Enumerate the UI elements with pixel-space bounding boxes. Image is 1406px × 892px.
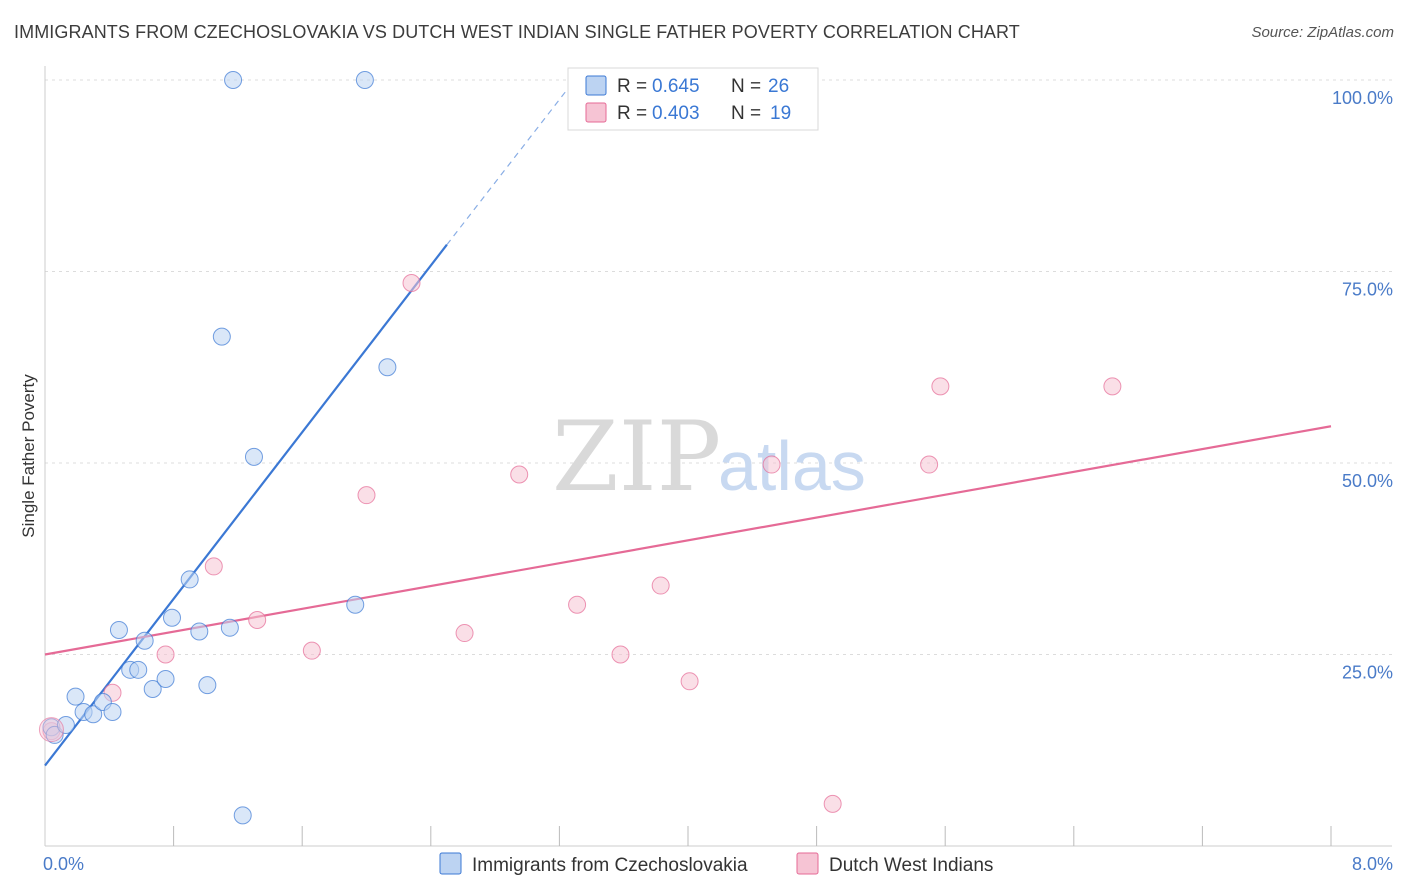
stats-r-label-2: R =	[617, 103, 647, 124]
watermark-atlas: atlas	[718, 427, 866, 505]
y-tick-label: 100.0%	[1332, 88, 1393, 108]
point-dutch-west-indians	[455, 624, 474, 643]
y-tick-label: 50.0%	[1342, 471, 1393, 491]
y-tick-label: 25.0%	[1342, 663, 1393, 683]
point-dutch-west-indians	[611, 645, 630, 664]
chart-title: IMMIGRANTS FROM CZECHOSLOVAKIA VS DUTCH …	[14, 22, 1020, 42]
point-dutch-west-indians	[568, 595, 587, 614]
y-tick-label: 75.0%	[1342, 280, 1393, 300]
x-tick-label: 0.0%	[43, 854, 84, 874]
stats-n-label-2: N =	[731, 103, 761, 124]
point-dutch-west-indians	[762, 455, 781, 474]
point-czechoslovakia	[180, 570, 199, 589]
point-czechoslovakia	[109, 620, 128, 639]
point-czechoslovakia	[66, 687, 85, 706]
series-legend-label-1: Immigrants from Czechoslovakia	[472, 855, 748, 876]
stats-r-value-1: 0.645	[652, 76, 700, 97]
point-czechoslovakia	[198, 676, 217, 695]
stats-r-label-1: R =	[617, 76, 647, 97]
point-czechoslovakia	[378, 358, 397, 377]
stats-r-value-2: 0.403	[652, 103, 700, 124]
stats-legend-box	[567, 67, 819, 131]
point-czechoslovakia	[190, 622, 209, 641]
point-czechoslovakia	[56, 715, 75, 734]
point-czechoslovakia	[156, 670, 175, 689]
watermark: ZIP atlas	[552, 401, 866, 513]
point-dutch-west-indians	[156, 645, 175, 664]
point-czechoslovakia	[233, 806, 252, 825]
point-dutch-west-indians	[402, 273, 421, 292]
axes-layer	[44, 66, 1392, 847]
stats-n-value-1: 26	[768, 76, 789, 97]
stats-legend: R = 0.645 N = 26 R = 0.403 N = 19	[567, 67, 819, 131]
series-legend-swatch-pink	[796, 852, 819, 875]
y-axis-title: Single Father Poverty	[19, 374, 38, 538]
point-dutch-west-indians	[1103, 377, 1122, 396]
watermark-zip: ZIP	[552, 401, 721, 513]
point-dutch-west-indians	[651, 576, 670, 595]
point-dutch-west-indians	[248, 611, 267, 630]
stats-legend-swatch-blue	[585, 75, 607, 96]
point-czechoslovakia	[84, 705, 103, 724]
point-czechoslovakia	[143, 679, 162, 698]
point-dutch-west-indians	[680, 672, 699, 691]
stats-n-label-1: N =	[731, 76, 761, 97]
points-layer	[38, 71, 1122, 825]
series-legend-swatch-blue	[439, 852, 462, 875]
point-czechoslovakia	[346, 595, 365, 614]
stats-n-value-2: 19	[770, 103, 791, 124]
series-legend-label-2: Dutch West Indians	[829, 855, 993, 876]
trendline-czechoslovakia	[44, 244, 448, 767]
point-czechoslovakia	[244, 447, 263, 466]
point-dutch-west-indians	[204, 557, 223, 576]
series-legend: Immigrants from Czechoslovakia Dutch Wes…	[439, 852, 993, 876]
source-credit: Source: ZipAtlas.com	[1251, 24, 1394, 41]
point-dutch-west-indians	[823, 794, 842, 813]
point-dutch-west-indians	[920, 455, 939, 474]
trendline-czechoslovakia-extension	[446, 68, 584, 246]
point-dutch-west-indians	[302, 641, 321, 660]
tick-label-layer: 25.0% 50.0% 75.0% 100.0% 0.0% 8.0%	[43, 88, 1393, 874]
grid-layer	[45, 79, 1392, 655]
point-czechoslovakia	[103, 702, 122, 721]
point-czechoslovakia	[162, 608, 181, 627]
point-dutch-west-indians	[931, 377, 950, 396]
stats-legend-swatch-pink	[585, 102, 607, 123]
x-tick-label: 8.0%	[1352, 854, 1393, 874]
point-cluster-origin	[38, 717, 64, 743]
point-czechoslovakia	[135, 631, 154, 650]
point-czechoslovakia	[212, 327, 231, 346]
point-dutch-west-indians	[510, 465, 529, 484]
point-czechoslovakia	[129, 660, 148, 679]
point-czechoslovakia	[224, 71, 243, 89]
point-czechoslovakia	[355, 71, 374, 89]
point-czechoslovakia	[220, 618, 239, 637]
point-dutch-west-indians	[357, 486, 376, 505]
